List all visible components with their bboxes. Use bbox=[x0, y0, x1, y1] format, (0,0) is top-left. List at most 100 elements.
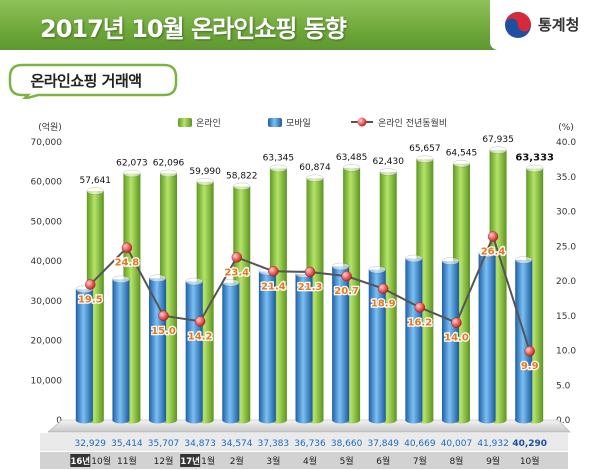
online-bar-top bbox=[489, 146, 507, 154]
mobile-data-label: 34,873 bbox=[184, 439, 216, 449]
rate-point bbox=[304, 266, 316, 278]
mobile-data-label: 40,290 bbox=[512, 439, 547, 449]
rate-point bbox=[378, 283, 389, 294]
online-data-label: 67,935 bbox=[482, 135, 514, 145]
right-tick-label: 20.0 bbox=[556, 277, 576, 287]
right-tick-label: 0.0 bbox=[556, 416, 571, 426]
year-tag-label: 17년 bbox=[180, 456, 200, 467]
legend-swatch bbox=[268, 118, 282, 127]
mobile-bar bbox=[331, 262, 350, 424]
shopping-chart: 온라인 모바일 온라인 전년동월비 (억원) (%) 0 10,000 20,000 30,0… bbox=[31, 117, 576, 469]
online-bar-top bbox=[306, 174, 324, 182]
legend-swatch bbox=[178, 118, 192, 127]
legend-marker bbox=[357, 117, 367, 127]
mobile-bar-top bbox=[148, 274, 167, 282]
mobile-bar-top bbox=[331, 262, 350, 271]
rate-data-label: 21.3 bbox=[298, 282, 323, 293]
mobile-bar-top bbox=[405, 254, 423, 263]
mobile-bar-top bbox=[185, 277, 203, 286]
mobile-bar bbox=[478, 249, 496, 424]
online-data-label: 57,641 bbox=[80, 176, 112, 186]
title-banner: 2017년 10월 온라인쇼핑 동향 통계청 bbox=[0, 0, 600, 50]
category-row bbox=[40, 452, 568, 469]
mobile-bar-body bbox=[185, 281, 203, 420]
mobile-bar-body bbox=[258, 271, 276, 420]
mobile-bar-base bbox=[185, 416, 203, 424]
mobile-bar bbox=[514, 256, 533, 424]
online-data-label: 62,430 bbox=[372, 157, 404, 167]
x-tick-label: 4월 bbox=[303, 455, 317, 467]
mobile-bar-base bbox=[368, 416, 386, 424]
right-tick-label: 10.0 bbox=[556, 347, 576, 357]
left-tick-label: 10,000 bbox=[31, 376, 63, 386]
mobile-bar-body bbox=[149, 278, 167, 420]
x-tick-label: 7월 bbox=[413, 455, 427, 467]
mobile-bar-body bbox=[222, 282, 240, 420]
online-data-label: 63,345 bbox=[263, 153, 295, 163]
rate-point bbox=[341, 270, 352, 282]
rate-data-label: 24.8 bbox=[115, 258, 140, 269]
left-tick-label: 0 bbox=[56, 416, 62, 426]
mobile-bar-body bbox=[368, 269, 386, 420]
section-bubble bbox=[8, 63, 178, 99]
rate-data-label: 23.4 bbox=[224, 267, 249, 278]
mobile-data-label: 35,707 bbox=[148, 439, 180, 449]
mobile-data-label: 37,849 bbox=[367, 439, 399, 449]
x-tick-label: 5월 bbox=[340, 455, 354, 467]
x-tick-label: 12월 bbox=[154, 455, 174, 467]
online-data-label: 65,657 bbox=[409, 144, 441, 154]
online-bar-top bbox=[416, 155, 434, 163]
rate-point bbox=[121, 242, 133, 253]
online-bar-top bbox=[269, 164, 288, 173]
mobile-bar bbox=[405, 254, 423, 424]
rate-data-label: 18.9 bbox=[371, 299, 396, 310]
mobile-bar bbox=[368, 265, 386, 424]
rate-data-label: 19.5 bbox=[78, 294, 103, 305]
online-bar-top bbox=[233, 182, 251, 191]
mobile-bar bbox=[148, 274, 167, 424]
left-tick-label: 20,000 bbox=[31, 337, 63, 347]
left-tick-label: 30,000 bbox=[31, 297, 63, 307]
online-bar-top bbox=[342, 164, 361, 172]
online-data-label: 58,822 bbox=[226, 171, 258, 181]
mobile-bar bbox=[222, 278, 240, 424]
rate-data-label: 20.7 bbox=[334, 286, 359, 297]
right-tick-label: 5.0 bbox=[556, 381, 571, 391]
x-tick-label: 6월 bbox=[376, 455, 390, 467]
year-tag-label: 16년 bbox=[70, 456, 90, 467]
online-data-label: 63,485 bbox=[336, 153, 368, 163]
rate-point bbox=[487, 231, 499, 242]
online-data-label: 64,545 bbox=[446, 149, 478, 159]
mobile-bar-base bbox=[258, 416, 276, 424]
rate-data-label: 26.4 bbox=[481, 247, 506, 258]
rate-data-label: 9.9 bbox=[521, 361, 539, 372]
mobile-data-label: 35,414 bbox=[111, 439, 143, 449]
mobile-bar-top bbox=[368, 265, 386, 274]
mobile-bar bbox=[75, 285, 94, 424]
left-tick-label: 70,000 bbox=[31, 138, 63, 148]
section-label: 온라인쇼핑 거래액 bbox=[30, 72, 142, 90]
mobile-bar-body bbox=[405, 258, 423, 420]
rate-point bbox=[194, 316, 206, 327]
mobile-bar bbox=[258, 267, 277, 424]
x-tick-label: 2월 bbox=[230, 455, 244, 467]
x-tick-label: 11월 bbox=[117, 455, 137, 467]
legend-entry: 온라인 전년동월비 bbox=[378, 117, 447, 129]
x-tick-label: 10월 bbox=[91, 455, 111, 467]
year-tag bbox=[180, 454, 201, 467]
left-tick-label: 40,000 bbox=[31, 257, 63, 267]
mobile-bar-top bbox=[441, 257, 460, 265]
legend-entry: 온라인 bbox=[196, 118, 221, 129]
mobile-bar-base bbox=[332, 416, 350, 424]
mobile-values-row bbox=[40, 433, 568, 451]
online-data-label: 60,874 bbox=[299, 163, 331, 173]
rate-point bbox=[414, 302, 426, 313]
mobile-bar bbox=[112, 275, 130, 424]
rate-point bbox=[524, 345, 535, 357]
rate-point bbox=[158, 310, 169, 321]
online-bar-top bbox=[123, 169, 141, 178]
rate-data-label: 14.0 bbox=[444, 333, 469, 344]
left-tick-label: 50,000 bbox=[31, 217, 63, 227]
online-bar-top bbox=[379, 168, 397, 176]
x-tick-label: 1월 bbox=[201, 455, 215, 467]
